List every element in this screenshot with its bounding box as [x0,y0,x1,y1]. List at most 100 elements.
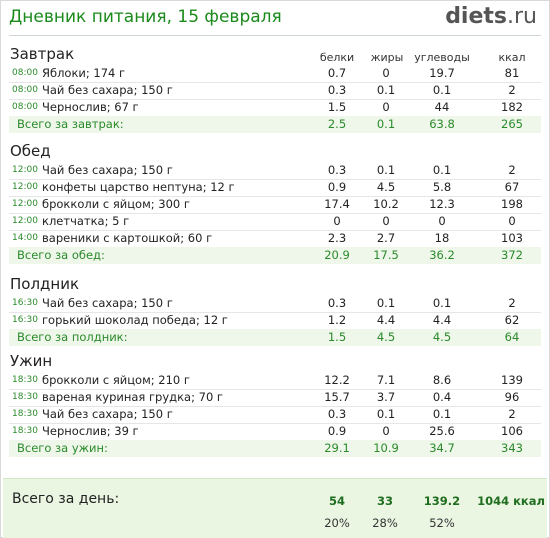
food-kcal: 103 [501,231,523,245]
food-protein: 0.3 [327,296,347,310]
food-row[interactable]: 16:30 Чай без сахара; 150 г 0.3 0.1 0.1 2 [9,295,541,313]
food-kcal: 0 [508,214,516,228]
food-name[interactable]: брокколи с яйцом; 210 г [42,373,190,387]
food-name[interactable]: Чай без сахара; 150 г [42,296,173,310]
food-carbs: 0.1 [432,83,452,97]
food-carbs: 4.4 [432,313,452,327]
section-total-row: Всего за полдник: 1.5 4.5 4.5 64 [9,329,541,346]
food-name[interactable]: вареная куриная грудка; 70 г [42,390,223,404]
food-row[interactable]: 16:30 горький шоколад победа; 12 г 1.2 4.4 4… [9,312,541,330]
section-total-fat: 17.5 [373,248,399,262]
logo-tld: .ru [507,4,537,29]
meal-time: 08:00 [12,68,38,78]
food-protein: 0.3 [327,83,347,97]
food-carbs: 0.1 [432,407,452,421]
section-total-label: Всего за полдник: [17,330,128,344]
food-kcal: 2 [508,163,516,177]
section-total-carbs: 36.2 [429,248,455,262]
section-total-kcal: 64 [504,330,520,344]
food-fat: 0 [382,214,390,228]
food-name[interactable]: вареники с картошкой; 60 г [42,231,213,245]
food-name[interactable]: горький шоколад победа; 12 г [42,313,228,327]
food-fat: 10.2 [373,197,399,211]
food-row[interactable]: 08:00 Чай без сахара; 150 г 0.3 0.1 0.1 2 [9,82,541,100]
food-name[interactable]: Чай без сахара; 150 г [42,163,173,177]
site-logo[interactable]: diets.ru [445,4,537,29]
section-total-fat: 10.9 [373,441,399,455]
food-row[interactable]: 08:00 Яблоки; 174 г 0.7 0 19.7 81 [9,65,541,83]
food-carbs: 5.8 [432,180,452,194]
section-total-carbs: 34.7 [429,441,455,455]
food-name[interactable]: Чай без сахара; 150 г [42,407,173,421]
meal-time: 12:00 [12,216,38,226]
meal-time: 18:30 [12,409,38,419]
food-fat: 0.1 [376,296,396,310]
food-kcal: 198 [501,197,523,211]
col-kcal-header: ккал [498,51,526,64]
food-row[interactable]: 08:00 Чернослив; 67 г 1.5 0 44 182 [9,99,541,117]
section-total-kcal: 343 [501,441,523,455]
meal-time: 18:30 [12,392,38,402]
food-carbs: 0 [438,214,446,228]
section-total-protein: 29.1 [324,441,350,455]
day-total-protein: 54 [328,494,345,508]
food-row[interactable]: 12:00 Чай без сахара; 150 г 0.3 0.1 0.1 2 [9,162,541,180]
food-name[interactable]: Чай без сахара; 150 г [42,83,173,97]
header: Дневник питания, 15 февраля diets.ru [1,1,549,35]
food-name[interactable]: Чернослив; 39 г [42,424,139,438]
col-protein-header: белки [319,51,355,64]
food-carbs: 25.6 [429,424,455,438]
food-protein: 0 [333,214,341,228]
section-total-kcal: 372 [501,248,523,262]
section-total-fat: 4.5 [376,330,396,344]
food-row[interactable]: 18:30 брокколи с яйцом; 210 г 12.2 7.1 8.6 13… [9,372,541,390]
food-row[interactable]: 18:30 вареная куриная грудка; 70 г 15.7 3.7… [9,389,541,407]
page-title: Дневник питания, 15 февраля [9,7,282,27]
food-fat: 0.1 [376,407,396,421]
section-total-carbs: 4.5 [432,330,452,344]
food-name[interactable]: конфеты царство нептуна; 12 г [42,180,235,194]
food-name[interactable]: клетчатка; 5 г [42,214,130,228]
food-kcal: 139 [501,373,523,387]
food-carbs: 0.1 [432,296,452,310]
day-total-fat: 33 [376,494,393,508]
food-carbs: 0.1 [432,163,452,177]
food-carbs: 0.4 [432,390,452,404]
food-kcal: 2 [508,407,516,421]
section-total-row: Всего за обед: 20.9 17.5 36.2 372 [9,247,541,264]
food-protein: 1.2 [327,313,347,327]
meal-time: 08:00 [12,102,38,112]
food-fat: 0.1 [376,163,396,177]
food-name[interactable]: Яблоки; 174 г [42,66,126,80]
food-fat: 0 [382,66,390,80]
food-row[interactable]: 18:30 Чернослив; 39 г 0.9 0 25.6 106 [9,423,541,441]
food-protein: 0.3 [327,407,347,421]
food-protein: 0.9 [327,180,347,194]
section-total-label: Всего за завтрак: [17,117,124,131]
section-total-kcal: 265 [501,117,523,131]
food-protein: 15.7 [324,390,350,404]
food-row[interactable]: 12:00 клетчатка; 5 г 0 0 0 0 [9,213,541,231]
food-protein: 0.7 [327,66,347,80]
section-title: Завтрак [10,45,75,63]
section-total-protein: 20.9 [324,248,350,262]
food-kcal: 106 [501,424,523,438]
food-protein: 2.3 [327,231,347,245]
food-carbs: 18 [434,231,450,245]
section-total-protein: 1.5 [327,330,347,344]
food-row[interactable]: 14:00 вареники с картошкой; 60 г 2.3 2.7 18 1… [9,230,541,248]
food-name[interactable]: Чернослив; 67 г [42,100,139,114]
section-total-protein: 2.5 [327,117,347,131]
day-total-label: Всего за день: [12,491,120,507]
food-row[interactable]: 12:00 брокколи с яйцом; 300 г 17.4 10.2 12.3… [9,196,541,214]
food-carbs: 8.6 [432,373,452,387]
day-fat-pct: 28% [372,516,398,530]
food-row[interactable]: 12:00 конфеты царство нептуна; 12 г 0.9 4.5… [9,179,541,197]
food-row[interactable]: 18:30 Чай без сахара; 150 г 0.3 0.1 0.1 2 [9,406,541,424]
day-total-kcal: 1044 ккал [477,494,545,508]
food-kcal: 182 [501,100,523,114]
food-name[interactable]: брокколи с яйцом; 300 г [42,197,190,211]
food-carbs: 12.3 [429,197,455,211]
section-total-label: Всего за ужин: [17,441,108,455]
